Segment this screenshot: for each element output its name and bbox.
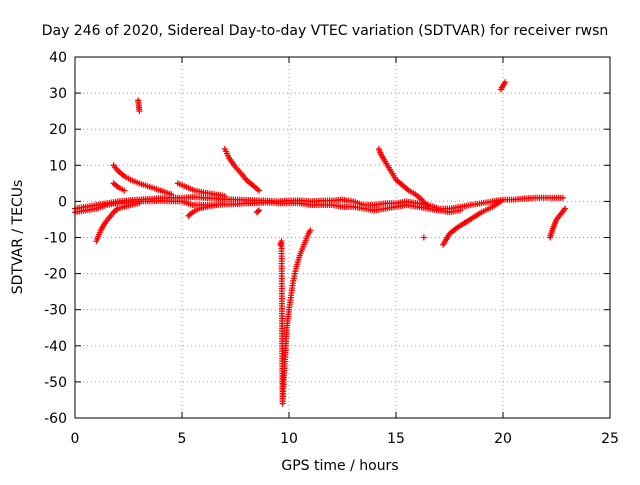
data-point — [420, 234, 427, 241]
y-tick-label: 30 — [49, 86, 67, 102]
data-point — [425, 203, 432, 210]
data-point — [562, 205, 569, 212]
data-point — [168, 191, 175, 198]
y-tick-label: 40 — [49, 50, 67, 66]
y-tick-label: -40 — [44, 339, 67, 355]
data-point — [121, 187, 128, 194]
y-tick-label: 0 — [58, 194, 67, 210]
x-axis-label: GPS time / hours — [281, 458, 398, 474]
y-tick-label: 20 — [49, 122, 67, 138]
data-point — [221, 192, 228, 199]
data-point — [256, 187, 263, 194]
chart-title: Day 246 of 2020, Sidereal Day-to-day VTE… — [42, 23, 609, 39]
data-point — [559, 194, 566, 201]
x-tick-label: 10 — [280, 431, 298, 447]
tick-labels: 0 5 10 15 20 25 -60 -50 -40 -30 -20 -10 0 10 20 30 40 — [44, 50, 619, 447]
ticks — [74, 56, 611, 419]
x-tick-label: 20 — [494, 431, 512, 447]
data-layer — [72, 79, 569, 407]
data-point — [136, 108, 143, 115]
data-point — [502, 79, 509, 86]
grid — [75, 57, 610, 418]
y-tick-label: -60 — [44, 411, 67, 427]
data-point — [213, 202, 220, 209]
x-tick-label: 5 — [178, 431, 187, 447]
y-tick-label: -30 — [44, 303, 67, 319]
data-point — [497, 198, 504, 205]
data-point — [457, 207, 464, 214]
y-tick-label: -20 — [44, 267, 67, 283]
x-tick-label: 0 — [71, 431, 80, 447]
data-point — [307, 227, 314, 234]
y-axis-label: SDTVAR / TECUs — [10, 180, 26, 295]
data-point — [256, 207, 263, 214]
y-tick-label: 10 — [49, 158, 67, 174]
y-tick-label: -10 — [44, 231, 67, 247]
data-point — [254, 208, 261, 215]
x-tick-label: 25 — [601, 431, 619, 447]
data-point — [136, 200, 143, 207]
x-tick-label: 15 — [387, 431, 405, 447]
y-tick-label: -50 — [44, 375, 67, 391]
